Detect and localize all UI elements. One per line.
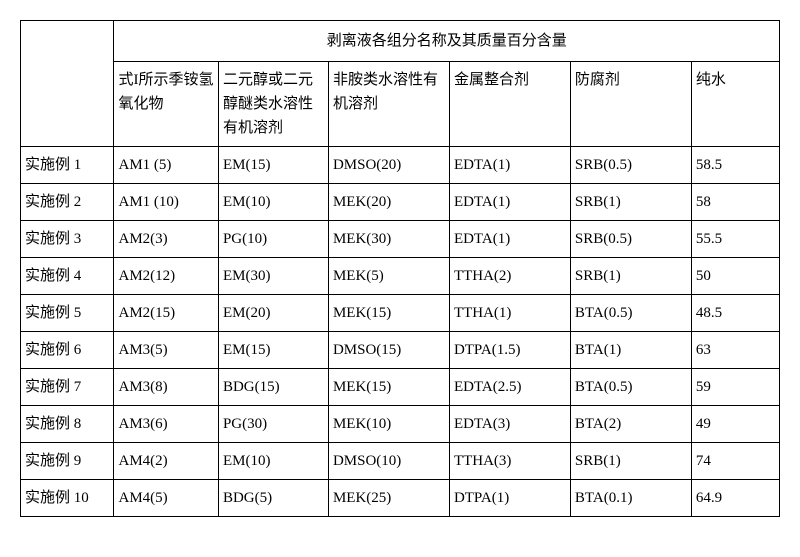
- cell: EDTA(1): [449, 221, 570, 258]
- cell: EM(15): [218, 147, 328, 184]
- table-row: 实施例 10 AM4(5) BDG(5) MEK(25) DTPA(1) BTA…: [21, 480, 780, 517]
- cell: MEK(10): [328, 406, 449, 443]
- cell: 63: [691, 332, 779, 369]
- cell: SRB(1): [570, 443, 691, 480]
- cell: AM3(5): [114, 332, 218, 369]
- table-row: 实施例 8 AM3(6) PG(30) MEK(10) EDTA(3) BTA(…: [21, 406, 780, 443]
- table-row: 实施例 6 AM3(5) EM(15) DMSO(15) DTPA(1.5) B…: [21, 332, 780, 369]
- cell: EM(20): [218, 295, 328, 332]
- cell: 49: [691, 406, 779, 443]
- table-row: 实施例 5 AM2(15) EM(20) MEK(15) TTHA(1) BTA…: [21, 295, 780, 332]
- cell: EM(10): [218, 184, 328, 221]
- composition-table: 剥离液各组分名称及其质量百分含量 式I所示季铵氢氧化物 二元醇或二元醇醚类水溶性…: [20, 20, 780, 517]
- cell: EM(15): [218, 332, 328, 369]
- subheader-3: 非胺类水溶性有机溶剂: [328, 62, 449, 147]
- cell: PG(30): [218, 406, 328, 443]
- cell: MEK(20): [328, 184, 449, 221]
- cell: DTPA(1): [449, 480, 570, 517]
- row-label: 实施例 1: [21, 147, 114, 184]
- cell: MEK(15): [328, 295, 449, 332]
- cell: PG(10): [218, 221, 328, 258]
- table-body: 实施例 1 AM1 (5) EM(15) DMSO(20) EDTA(1) SR…: [21, 147, 780, 517]
- cell: AM1 (5): [114, 147, 218, 184]
- cell: AM2(15): [114, 295, 218, 332]
- cell: SRB(0.5): [570, 221, 691, 258]
- cell: EDTA(3): [449, 406, 570, 443]
- cell: 50: [691, 258, 779, 295]
- cell: MEK(5): [328, 258, 449, 295]
- blank-corner-cell: [21, 21, 114, 147]
- cell: AM4(5): [114, 480, 218, 517]
- cell: 58: [691, 184, 779, 221]
- table-row: 实施例 2 AM1 (10) EM(10) MEK(20) EDTA(1) SR…: [21, 184, 780, 221]
- cell: 58.5: [691, 147, 779, 184]
- cell: SRB(1): [570, 258, 691, 295]
- row-label: 实施例 4: [21, 258, 114, 295]
- cell: BTA(0.1): [570, 480, 691, 517]
- cell: AM3(8): [114, 369, 218, 406]
- row-label: 实施例 10: [21, 480, 114, 517]
- row-label: 实施例 3: [21, 221, 114, 258]
- row-label: 实施例 7: [21, 369, 114, 406]
- cell: AM2(3): [114, 221, 218, 258]
- table-row: 实施例 1 AM1 (5) EM(15) DMSO(20) EDTA(1) SR…: [21, 147, 780, 184]
- cell: AM4(2): [114, 443, 218, 480]
- cell: DTPA(1.5): [449, 332, 570, 369]
- row-label: 实施例 8: [21, 406, 114, 443]
- cell: TTHA(3): [449, 443, 570, 480]
- row-label: 实施例 5: [21, 295, 114, 332]
- cell: TTHA(1): [449, 295, 570, 332]
- table-subheader-row: 式I所示季铵氢氧化物 二元醇或二元醇醚类水溶性有机溶剂 非胺类水溶性有机溶剂 金…: [21, 62, 780, 147]
- table-row: 实施例 3 AM2(3) PG(10) MEK(30) EDTA(1) SRB(…: [21, 221, 780, 258]
- subheader-6: 纯水: [691, 62, 779, 147]
- subheader-2: 二元醇或二元醇醚类水溶性有机溶剂: [218, 62, 328, 147]
- cell: AM3(6): [114, 406, 218, 443]
- cell: BDG(15): [218, 369, 328, 406]
- cell: MEK(30): [328, 221, 449, 258]
- cell: DMSO(15): [328, 332, 449, 369]
- cell: TTHA(2): [449, 258, 570, 295]
- cell: EDTA(2.5): [449, 369, 570, 406]
- table-header-row: 剥离液各组分名称及其质量百分含量: [21, 21, 780, 62]
- cell: AM1 (10): [114, 184, 218, 221]
- cell: SRB(0.5): [570, 147, 691, 184]
- table-row: 实施例 7 AM3(8) BDG(15) MEK(15) EDTA(2.5) B…: [21, 369, 780, 406]
- cell: BTA(0.5): [570, 369, 691, 406]
- row-label: 实施例 6: [21, 332, 114, 369]
- cell: MEK(25): [328, 480, 449, 517]
- cell: MEK(15): [328, 369, 449, 406]
- subheader-4: 金属整合剂: [449, 62, 570, 147]
- table-header-main: 剥离液各组分名称及其质量百分含量: [114, 21, 780, 62]
- cell: DMSO(10): [328, 443, 449, 480]
- cell: 48.5: [691, 295, 779, 332]
- cell: EM(10): [218, 443, 328, 480]
- cell: BDG(5): [218, 480, 328, 517]
- cell: AM2(12): [114, 258, 218, 295]
- cell: 74: [691, 443, 779, 480]
- cell: 59: [691, 369, 779, 406]
- cell: 55.5: [691, 221, 779, 258]
- row-label: 实施例 9: [21, 443, 114, 480]
- cell: SRB(1): [570, 184, 691, 221]
- subheader-1: 式I所示季铵氢氧化物: [114, 62, 218, 147]
- cell: EDTA(1): [449, 147, 570, 184]
- cell: EM(30): [218, 258, 328, 295]
- cell: 64.9: [691, 480, 779, 517]
- subheader-5: 防腐剂: [570, 62, 691, 147]
- cell: DMSO(20): [328, 147, 449, 184]
- row-label: 实施例 2: [21, 184, 114, 221]
- cell: EDTA(1): [449, 184, 570, 221]
- table-row: 实施例 9 AM4(2) EM(10) DMSO(10) TTHA(3) SRB…: [21, 443, 780, 480]
- cell: BTA(0.5): [570, 295, 691, 332]
- cell: BTA(2): [570, 406, 691, 443]
- cell: BTA(1): [570, 332, 691, 369]
- table-row: 实施例 4 AM2(12) EM(30) MEK(5) TTHA(2) SRB(…: [21, 258, 780, 295]
